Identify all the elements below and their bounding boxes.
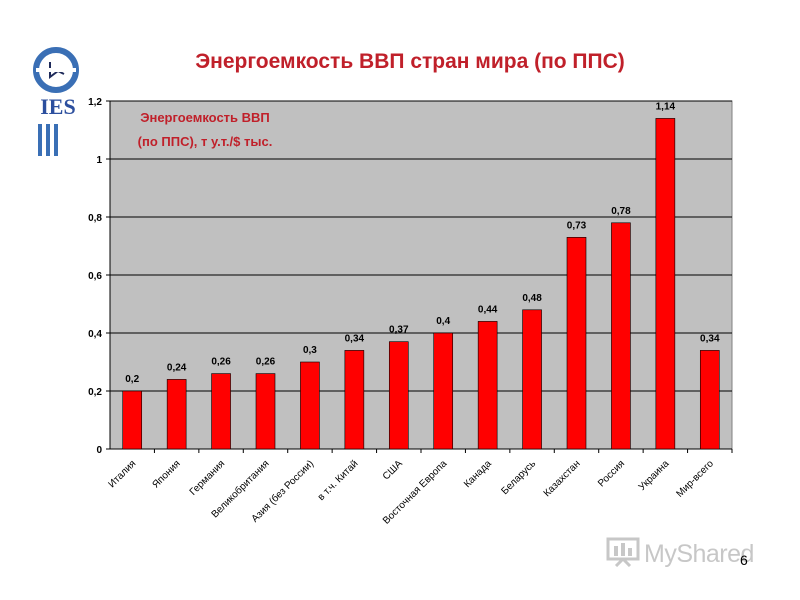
data-label: 0,26 xyxy=(211,357,231,368)
category-label: США xyxy=(381,458,405,482)
y-tick-label: 1,2 xyxy=(88,97,102,108)
category-label: Беларусь xyxy=(499,458,538,497)
bar xyxy=(477,321,498,450)
data-label: 0,48 xyxy=(522,293,542,304)
category-label: Россия xyxy=(596,458,627,489)
data-label: 0,73 xyxy=(567,220,587,231)
bar xyxy=(255,373,276,450)
data-label: 1,14 xyxy=(656,101,676,112)
y-tick-label: 0,2 xyxy=(88,387,102,398)
category-label: Япония xyxy=(150,458,182,490)
bar xyxy=(522,309,542,450)
data-label: 0,78 xyxy=(611,206,631,217)
slide-title: Энергоемкость ВВП стран мира (по ППС) xyxy=(195,50,625,73)
category-label: Германия xyxy=(188,458,227,497)
bar xyxy=(211,373,231,450)
ies-logo: IES xyxy=(28,44,88,159)
bar xyxy=(611,222,631,450)
myshared-watermark: MyShared xyxy=(606,536,754,572)
category-label: Мир-всего xyxy=(674,458,716,500)
bar xyxy=(433,332,454,450)
y-tick-label: 0,6 xyxy=(88,271,102,282)
logo-text: IES xyxy=(40,94,75,119)
y-tick-label: 0,8 xyxy=(88,213,102,224)
data-label: 0,24 xyxy=(167,362,187,373)
data-label: 0,34 xyxy=(345,333,365,344)
bar xyxy=(655,118,676,450)
watermark-text: MyShared xyxy=(644,539,754,568)
category-label: Казахстан xyxy=(542,458,583,499)
data-label: 0,34 xyxy=(700,333,720,344)
bar xyxy=(699,350,720,450)
page-number: 6 xyxy=(740,552,748,568)
y-tick-label: 0,4 xyxy=(88,329,102,340)
bar xyxy=(166,379,187,450)
y-tick-label: 1 xyxy=(96,155,102,166)
bar xyxy=(122,390,143,450)
data-label: 0,4 xyxy=(436,316,450,327)
bar xyxy=(388,341,409,450)
y-tick-label: 0 xyxy=(96,445,102,456)
inner-title-line2: (по ППС), т у.т./$ тыс. xyxy=(138,134,273,149)
data-label: 0,2 xyxy=(125,374,139,385)
inner-title-line1: Энергоемкость ВВП xyxy=(140,110,270,125)
category-label: Италия xyxy=(106,458,138,490)
data-label: 0,3 xyxy=(303,345,317,356)
data-label: 0,37 xyxy=(389,325,409,336)
data-label: 0,44 xyxy=(478,304,498,315)
bar xyxy=(300,361,320,450)
data-label: 0,26 xyxy=(256,357,276,368)
presentation-icon xyxy=(606,537,640,572)
bar xyxy=(566,237,587,450)
category-label: Украина xyxy=(637,458,672,493)
inner-title-box xyxy=(113,103,295,153)
category-label: в т.ч. Китай xyxy=(316,458,361,503)
category-label: Канада xyxy=(462,458,494,490)
bar xyxy=(344,350,365,450)
